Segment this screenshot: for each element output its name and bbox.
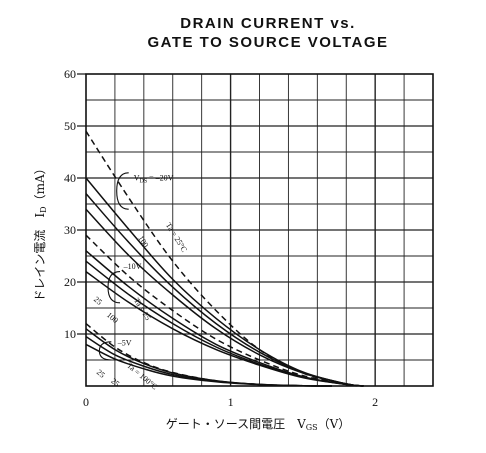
series-line-8 (85, 270, 364, 387)
chart-title: DRAIN CURRENT vs. GATE TO SOURCE VOLTAGE (0, 14, 486, 52)
x-axis-title-unit: （V） (318, 417, 351, 431)
grid (86, 74, 433, 386)
series-line-4 (85, 208, 364, 387)
x-tick-label: 0 (83, 395, 89, 409)
y-tick-label: 40 (64, 171, 76, 185)
x-axis-title-text: ゲート・ソース間電圧 V (166, 417, 306, 431)
y-axis-title-text: ドレイン電流 I (33, 213, 47, 302)
annotation-label: 100 (105, 310, 120, 325)
x-tick-label: 2 (372, 395, 378, 409)
x-axis-title: ゲート・ソース間電圧 VGS（V） (166, 417, 351, 432)
annotation-label: 25 (92, 295, 104, 307)
y-tick-label: 20 (64, 275, 76, 289)
annotation-label: 100 (136, 234, 150, 249)
tick-labels: 0 1 2 10 20 30 40 50 60 (64, 67, 378, 409)
curve-group-bracket (98, 341, 112, 361)
series-line-10 (85, 328, 332, 387)
x-tick-label: 1 (228, 395, 234, 409)
annotation-label: –5V (117, 338, 132, 347)
curve-group-bracket (107, 271, 121, 304)
annotation-label: 25 (95, 368, 107, 380)
annotation-label: –10V (123, 262, 142, 271)
y-tick-label: 10 (64, 327, 76, 341)
chart-title-line-2: GATE TO SOURCE VOLTAGE (147, 34, 389, 51)
y-axis-title-unit: （mA） (33, 162, 47, 206)
x-axis-title-sub: GS (306, 423, 318, 432)
y-tick-label: 50 (64, 119, 76, 133)
y-axis-title: ドレイン電流 ID（mA） (33, 162, 48, 301)
y-axis-title-sub: D (39, 206, 48, 212)
annotation-label: Ta = 25°C (164, 221, 189, 254)
curve-group-bracket (116, 172, 129, 210)
curves (85, 130, 364, 387)
chart-title-line-1: DRAIN CURRENT vs. (180, 15, 356, 32)
annotation-label: 25 (109, 376, 121, 388)
series-line-1 (85, 130, 364, 387)
annotation-label: VDS = –20V (134, 174, 174, 185)
y-tick-label: 30 (64, 223, 76, 237)
y-tick-label: 60 (64, 67, 76, 81)
